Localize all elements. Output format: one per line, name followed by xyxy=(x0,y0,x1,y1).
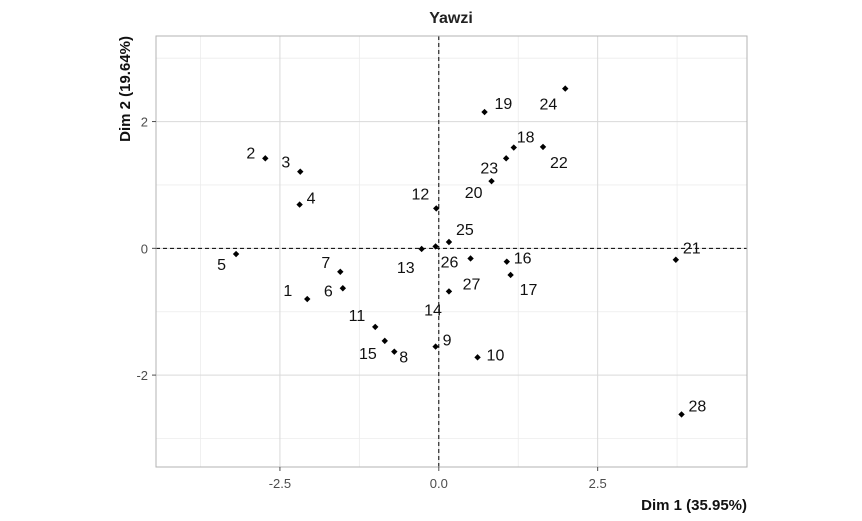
point-label: 28 xyxy=(689,398,707,415)
data-point xyxy=(372,323,379,331)
x-tick-label: -2.5 xyxy=(269,476,291,491)
y-axis-title: Dim 2 (19.64%) xyxy=(117,36,134,142)
y-tick-label: 2 xyxy=(141,115,148,130)
point-label: 11 xyxy=(349,308,366,325)
data-point xyxy=(467,255,474,262)
grid xyxy=(156,36,747,467)
point-label: 2 xyxy=(246,145,255,162)
point-label: 16 xyxy=(514,251,532,268)
data-point xyxy=(678,411,685,418)
data-point xyxy=(262,155,269,162)
point-label: 14 xyxy=(424,302,442,319)
point-label: 27 xyxy=(463,276,481,293)
data-point xyxy=(445,288,453,295)
point-label: 6 xyxy=(324,283,333,300)
data-point xyxy=(510,144,517,151)
point-label: 24 xyxy=(539,97,557,114)
data-point xyxy=(339,285,347,292)
point-label: 22 xyxy=(550,155,568,172)
point-label: 19 xyxy=(495,96,513,113)
data-point xyxy=(474,354,481,361)
axis-ticks: -2.5 0.0 2.5 -2 0 2 xyxy=(136,115,606,491)
point-label: 8 xyxy=(399,350,408,367)
point-label: 18 xyxy=(517,130,535,147)
data-point xyxy=(539,143,547,151)
data-point xyxy=(433,205,440,212)
data-point xyxy=(503,258,510,265)
point-labels: 1234567891011121314151617181920212223242… xyxy=(217,96,706,415)
y-tick-label: -2 xyxy=(136,368,148,383)
point-label: 10 xyxy=(487,347,505,364)
data-point xyxy=(432,243,439,250)
point-label: 17 xyxy=(520,282,538,299)
point-label: 25 xyxy=(456,222,474,239)
plot-panel xyxy=(155,35,748,468)
point-label: 26 xyxy=(441,254,459,271)
y-tick-label: 0 xyxy=(141,241,148,256)
data-point xyxy=(337,268,344,275)
point-label: 7 xyxy=(321,255,330,272)
data-point xyxy=(507,271,514,279)
point-label: 4 xyxy=(307,191,316,208)
data-points xyxy=(232,85,685,418)
data-point xyxy=(304,295,311,303)
point-label: 5 xyxy=(217,257,226,274)
data-point xyxy=(432,343,439,350)
data-point xyxy=(296,201,303,208)
data-point xyxy=(488,177,495,185)
data-point xyxy=(672,256,680,263)
point-label: 15 xyxy=(359,346,377,363)
reference-lines xyxy=(156,36,747,467)
x-axis-title: Dim 1 (35.95%) xyxy=(641,497,747,514)
data-point xyxy=(502,155,510,162)
chart-title: Yawzi xyxy=(429,10,473,27)
point-label: 12 xyxy=(411,186,429,203)
data-point xyxy=(391,348,398,355)
data-point xyxy=(481,108,488,116)
data-point xyxy=(445,238,453,246)
x-tick-label: 2.5 xyxy=(589,476,607,491)
data-point xyxy=(562,85,569,92)
data-point xyxy=(297,168,304,175)
data-point xyxy=(381,337,388,345)
point-label: 13 xyxy=(397,260,415,277)
data-point xyxy=(232,250,240,258)
point-label: 20 xyxy=(465,185,483,202)
point-label: 9 xyxy=(443,333,452,350)
point-label: 3 xyxy=(281,155,290,172)
point-label: 23 xyxy=(480,160,498,177)
point-label: 1 xyxy=(283,283,292,300)
data-point xyxy=(418,245,425,253)
x-tick-label: 0.0 xyxy=(430,476,448,491)
point-label: 21 xyxy=(683,241,701,258)
